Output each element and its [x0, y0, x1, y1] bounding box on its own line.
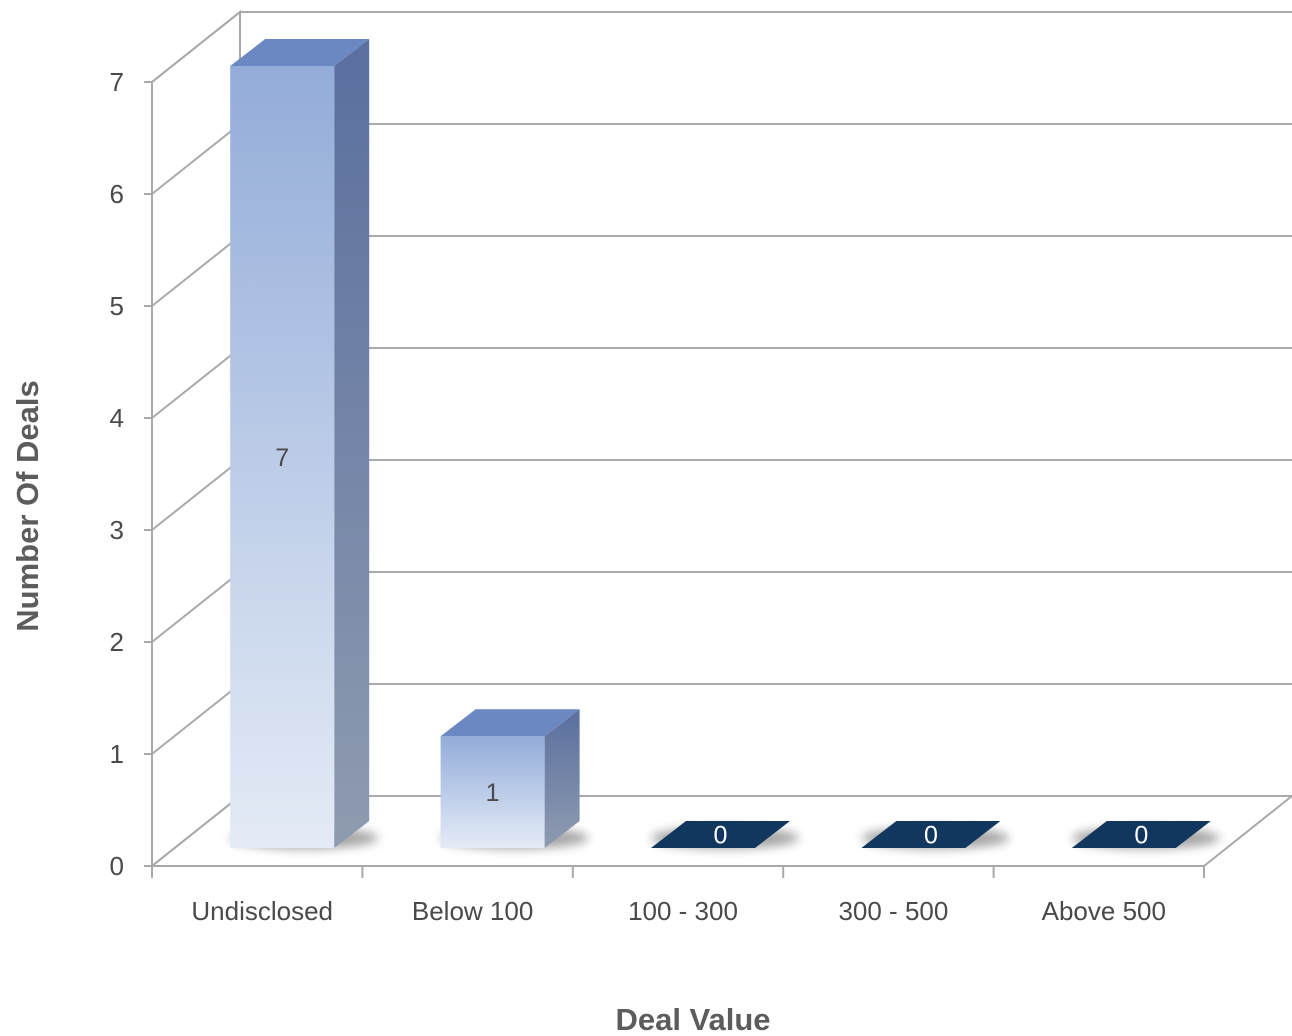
y-tick-label-4: 4	[110, 403, 124, 433]
data-label-1: 1	[486, 779, 500, 807]
y-tick-label-1: 1	[110, 739, 124, 769]
gridlines	[151, 11, 1292, 867]
y-tick-label-3: 3	[110, 515, 124, 545]
bar-top-1	[440, 709, 580, 737]
data-label-0: 7	[275, 444, 289, 472]
left-wall	[151, 9, 241, 867]
y-tick-label-0: 0	[110, 851, 124, 881]
bar-flat-2	[651, 821, 790, 848]
bars	[230, 39, 1220, 849]
x-tick-label-3: 300 - 500	[838, 896, 948, 926]
x-tick-label-2: 100 - 300	[628, 896, 738, 926]
gridline-side-2	[151, 571, 241, 643]
y-axis-ticks: 0 1 2 3 4 5 6 7	[110, 67, 152, 881]
y-axis-title: Number Of Deals	[10, 380, 45, 632]
bar-1	[440, 709, 589, 849]
y-tick-label-6: 6	[110, 179, 124, 209]
y-tick-label-7: 7	[110, 67, 124, 97]
bar-top-0	[230, 39, 370, 66]
gridline-side-0	[151, 795, 241, 867]
data-label-4: 0	[1134, 822, 1148, 850]
data-labels: 7 1 0 0 0	[275, 444, 1148, 850]
gridline-side-1	[151, 683, 241, 755]
gridline-side-7	[151, 11, 241, 83]
x-axis-title: Deal Value	[615, 1002, 770, 1036]
data-label-2: 0	[714, 822, 728, 850]
bar-flat-3	[861, 821, 1001, 848]
bar-0	[230, 39, 379, 849]
x-tick-label-1: Below 100	[412, 896, 533, 926]
bar-4	[1071, 821, 1220, 849]
gridline-side-5	[151, 235, 241, 307]
bar-flat-4	[1071, 821, 1211, 848]
gridline-side-6	[151, 123, 241, 195]
x-tick-label-4: Above 500	[1042, 896, 1166, 926]
axes	[151, 82, 1204, 867]
bar-front-1	[440, 736, 545, 848]
bar-3	[861, 821, 1010, 849]
x-tick-label-0: Undisclosed	[191, 896, 333, 926]
bar-2	[651, 821, 799, 849]
bar-side-0	[334, 39, 370, 848]
data-label-3: 0	[924, 822, 938, 850]
gridline-side-4	[151, 347, 241, 419]
y-tick-label-2: 2	[110, 627, 124, 657]
gridline-side-3	[151, 459, 241, 531]
bar-side-1	[544, 709, 580, 848]
bar-front-0	[230, 66, 335, 848]
y-tick-label-5: 5	[110, 291, 124, 321]
x-axis-ticks: Undisclosed Below 100 100 - 300 300 - 500 Ab…	[151, 866, 1205, 926]
